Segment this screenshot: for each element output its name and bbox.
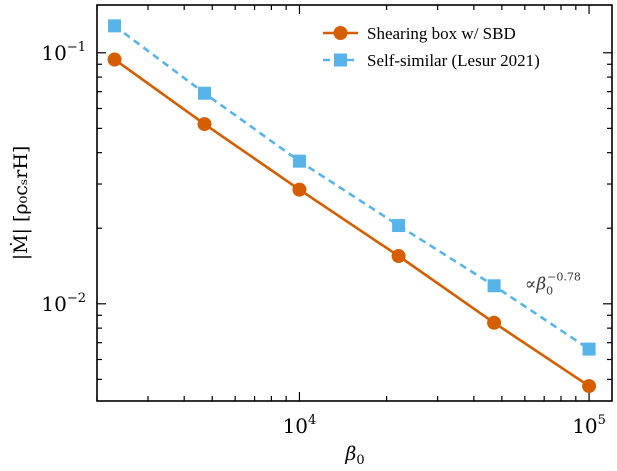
legend-marker-shearing: [333, 26, 348, 40]
x-tick-label: 104: [283, 413, 317, 438]
legend-label-shearing: Shearing box w/ SBD: [367, 24, 516, 43]
legend: Shearing box w/ SBD Self-similar (Lesur …: [323, 24, 540, 70]
legend-label-selfsimilar: Self-similar (Lesur 2021): [367, 51, 540, 70]
series-0-point: [487, 315, 502, 330]
series-1-point: [108, 19, 122, 33]
x-tick-label: 105: [572, 413, 606, 438]
y-tick-label: 10−1: [41, 40, 86, 65]
series-1-point: [487, 279, 501, 293]
slope-annotation: ∝β0−0.78: [525, 271, 581, 298]
ticks-layer: [96, 5, 612, 401]
x-axis-label: β0: [344, 443, 364, 468]
y-axis-label: |Ṁ| [ρ₀cₛrH]: [9, 146, 32, 261]
series-0-point: [107, 52, 122, 67]
series-0-point: [391, 249, 406, 264]
series-0-point: [292, 182, 307, 197]
series-1-point: [197, 86, 211, 100]
series-layer: [107, 19, 597, 394]
legend-marker-selfsimilar: [334, 53, 347, 67]
series-0-point: [197, 117, 212, 132]
series-line-1: [113, 24, 590, 351]
series-line-0: [113, 58, 590, 388]
series-1-point: [292, 154, 306, 168]
series-0-point: [582, 379, 597, 394]
labels-layer: 104 105 10−2 10−1 ∝β0−0.78: [41, 40, 606, 438]
series-1-point: [582, 342, 596, 356]
plot-frame: [96, 4, 613, 402]
series-1-point: [392, 219, 406, 233]
y-tick-label: 10−2: [41, 291, 86, 316]
